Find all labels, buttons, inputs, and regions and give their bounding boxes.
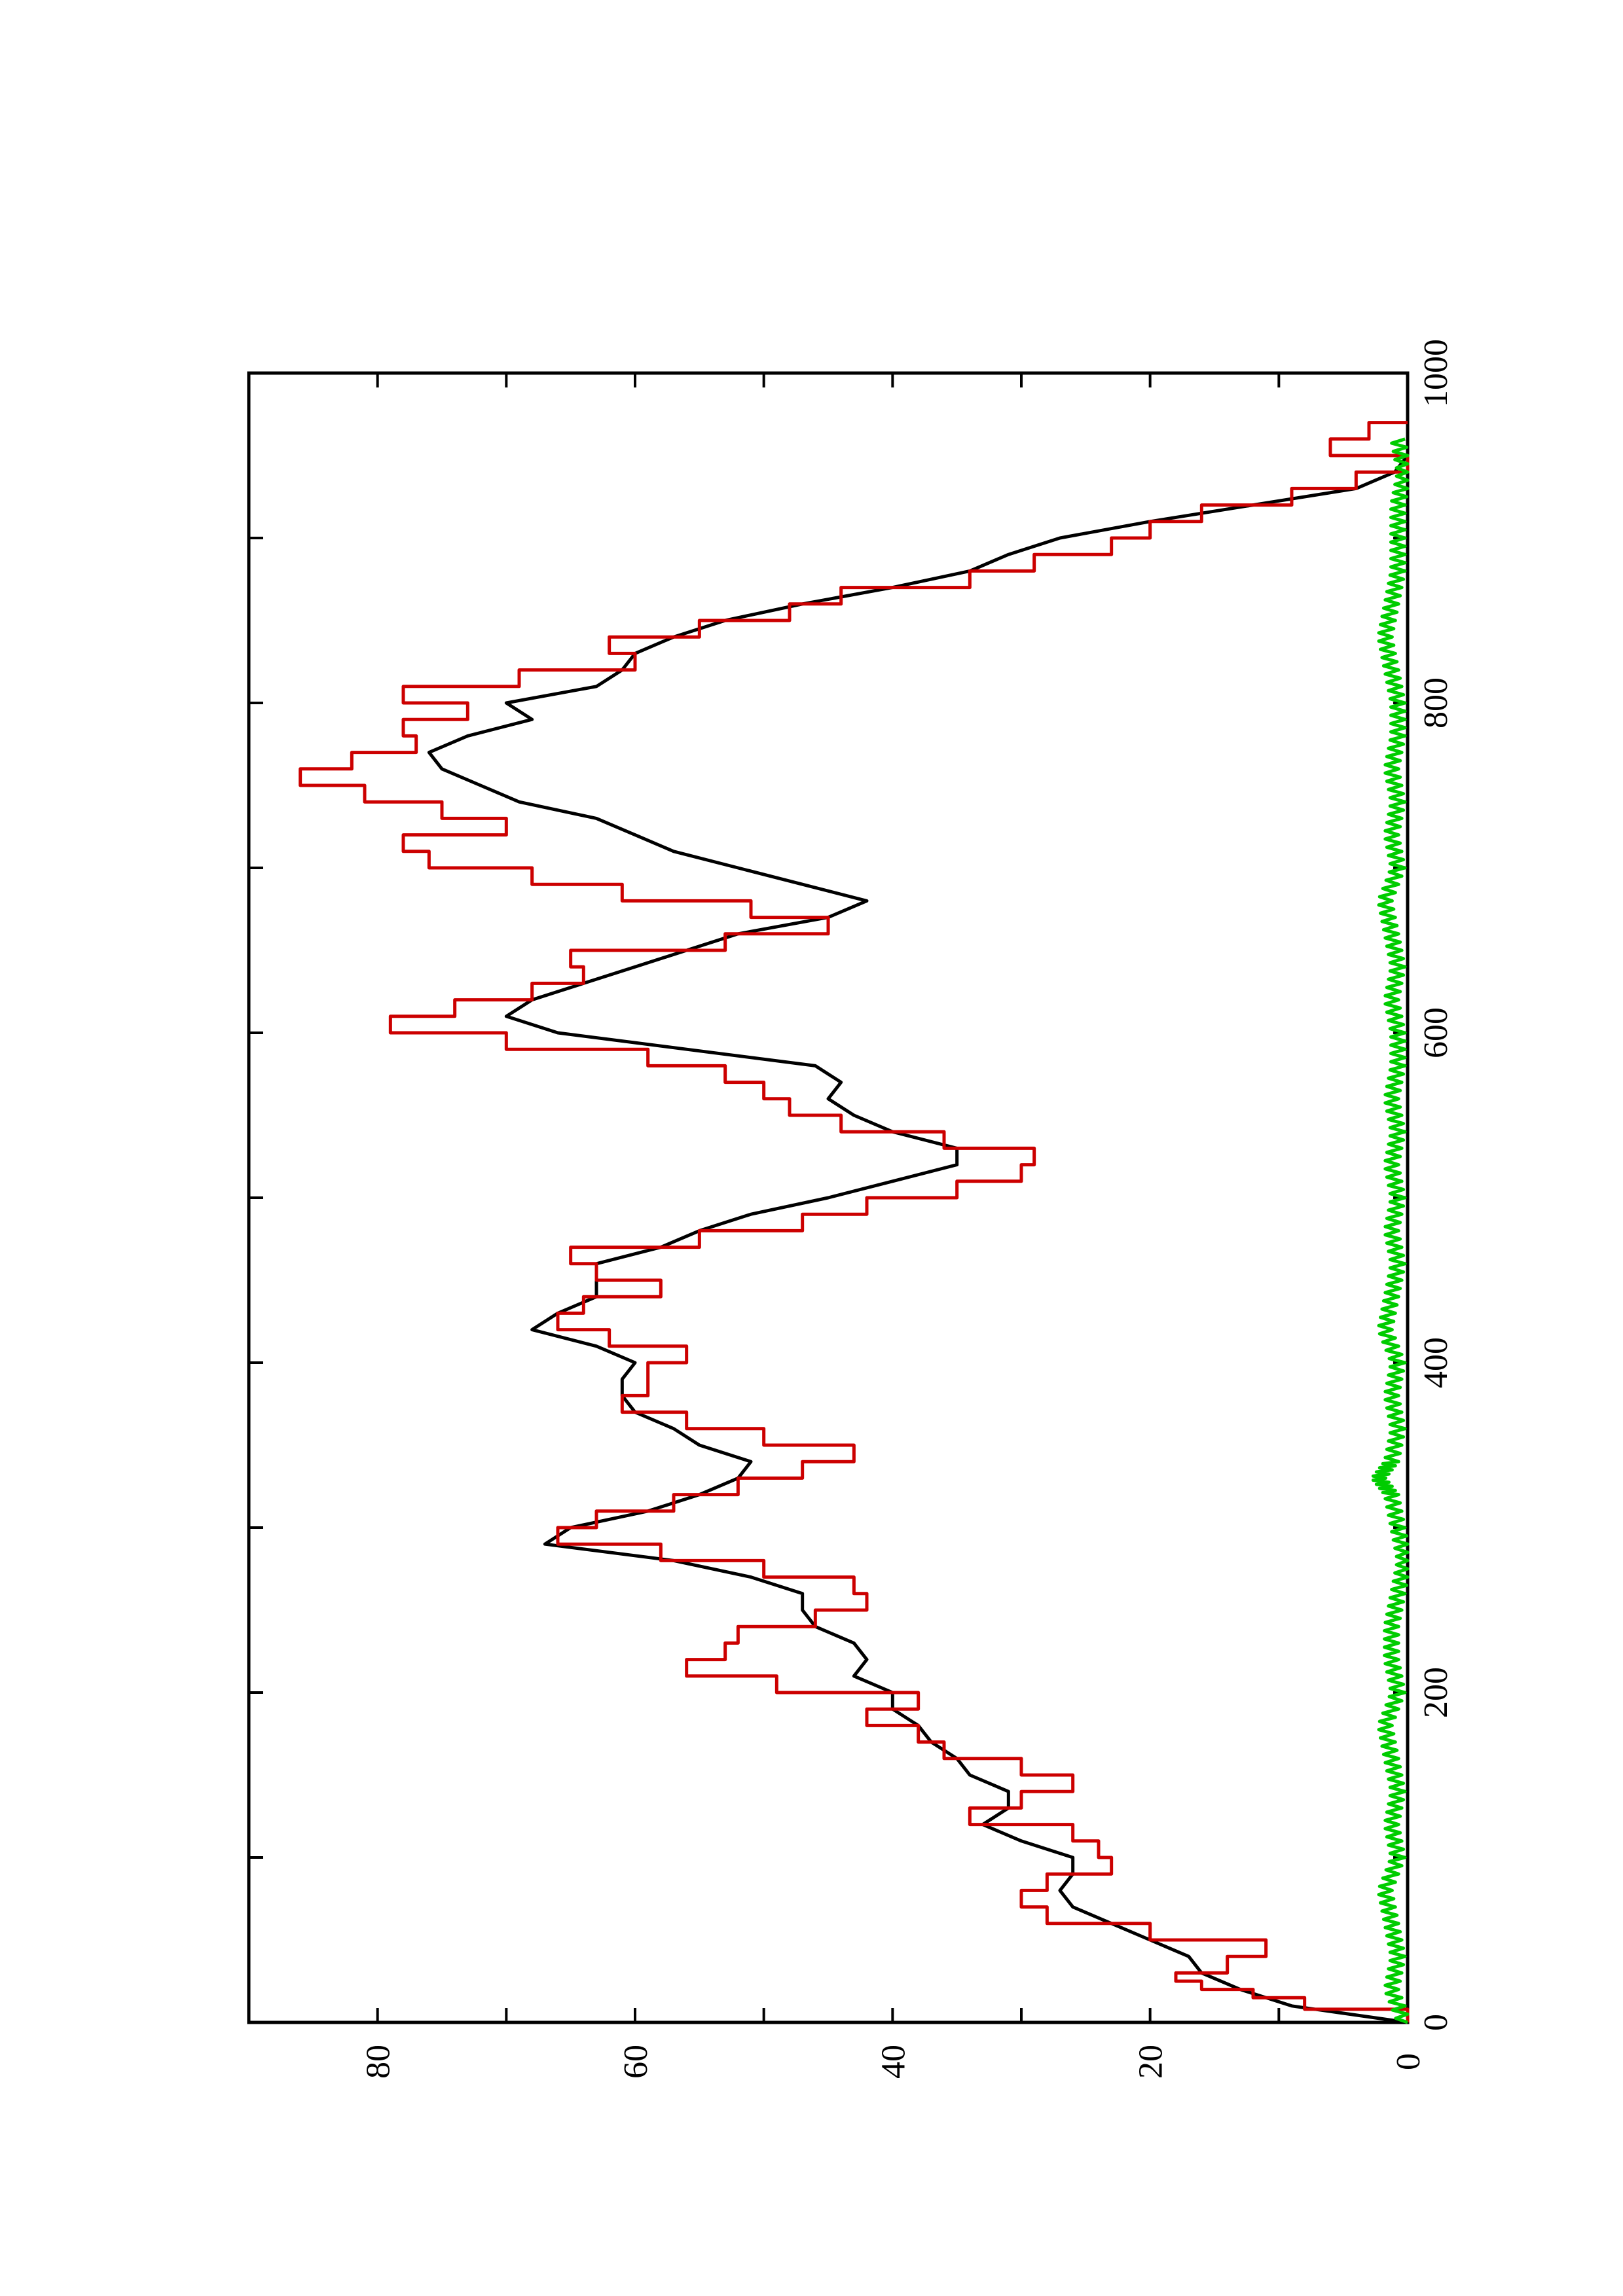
- series-line-1: [299, 421, 1410, 2022]
- series-layer: [299, 421, 1410, 2024]
- x-tick-label: 600: [1417, 1007, 1455, 1058]
- y-tick-label: 20: [1133, 2045, 1170, 2079]
- tick-labels: 0 200 400 600 800 1000 0 20 40 60 80: [360, 339, 1455, 2079]
- x-tick-label: 400: [1417, 1337, 1455, 1388]
- x-tick-label: 200: [1417, 1667, 1455, 1718]
- y-tick-label: 0: [1390, 2053, 1427, 2070]
- x-tick-label: 1000: [1417, 339, 1455, 407]
- series-line-2: [1371, 437, 1410, 2024]
- series-line-0: [427, 439, 1410, 2024]
- x-tick-label: 800: [1417, 677, 1455, 728]
- x-tick-label: 0: [1417, 2014, 1455, 2031]
- y-tick-label: 80: [360, 2045, 397, 2079]
- y-tick-label: 40: [875, 2045, 912, 2079]
- y-tick-label: 60: [617, 2045, 655, 2079]
